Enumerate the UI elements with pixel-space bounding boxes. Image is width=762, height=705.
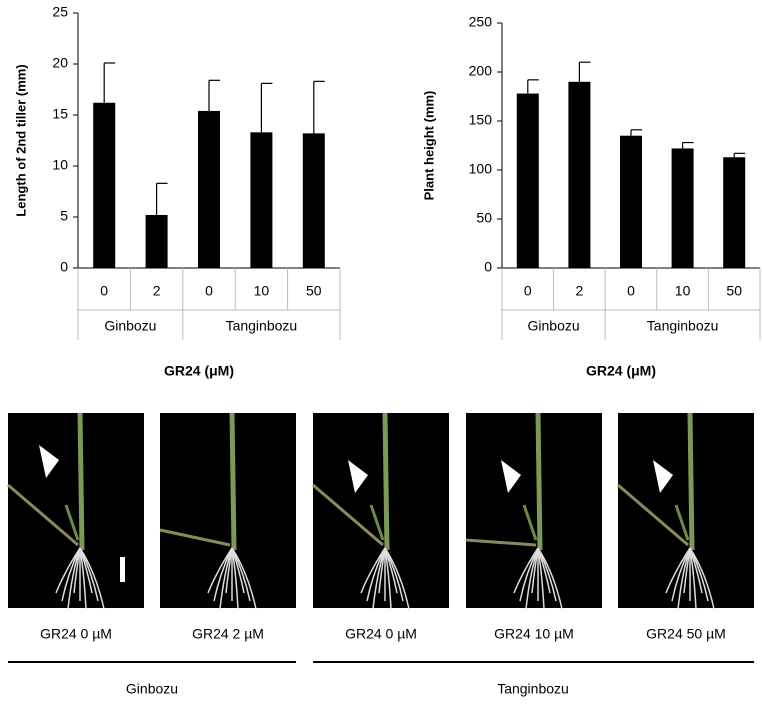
photo-caption: GR24 0 µM: [345, 626, 417, 642]
arrowhead: [653, 460, 673, 493]
y-tick-label: 15: [52, 106, 68, 122]
x-tick-label: 10: [675, 283, 691, 299]
y-tick-label: 25: [52, 4, 68, 20]
group-label: Ginbozu: [528, 318, 580, 334]
root: [231, 547, 257, 610]
bar: [93, 102, 116, 268]
leaf: [312, 483, 384, 547]
x-tick-label: 0: [627, 283, 635, 299]
tiller: [674, 504, 690, 541]
stem: [687, 412, 695, 551]
bar: [250, 132, 273, 268]
x-tick-label: 2: [576, 283, 584, 299]
root: [689, 547, 715, 610]
stem: [535, 412, 543, 551]
x-tick-label: 0: [524, 283, 532, 299]
x-axis-label: GR24 (μM): [586, 363, 656, 379]
photo-caption: GR24 2 µM: [192, 626, 264, 642]
bar: [568, 81, 591, 268]
bar: [516, 93, 539, 268]
bar: [198, 110, 220, 268]
y-tick-label: 250: [469, 14, 493, 30]
tiller: [64, 504, 80, 541]
y-tick-label: 20: [52, 55, 68, 71]
arrowhead: [39, 445, 59, 478]
scale-bar: [120, 557, 125, 582]
root: [384, 547, 410, 610]
x-axis-label: GR24 (μM): [164, 363, 234, 379]
x-tick-label: 10: [254, 283, 270, 299]
tiller: [522, 504, 538, 541]
y-tick-label: 5: [60, 208, 68, 224]
y-tick-label: 100: [469, 161, 493, 177]
bar: [145, 214, 168, 268]
y-tick-label: 10: [52, 157, 68, 173]
y-tick-label: 50: [476, 210, 492, 226]
root: [79, 547, 105, 610]
bar: [620, 135, 642, 268]
y-axis-label: Length of 2nd tiller (mm): [13, 64, 28, 216]
root: [537, 547, 563, 610]
leaf: [617, 483, 689, 547]
tiller: [369, 504, 385, 541]
leaf: [7, 483, 79, 547]
arrowhead: [348, 460, 368, 493]
group-label: Tanginbozu: [647, 318, 719, 334]
stem: [229, 412, 237, 551]
stem: [382, 412, 390, 551]
y-axis-label: Plant height (mm): [421, 91, 436, 201]
y-tick-label: 0: [60, 259, 68, 275]
stem: [77, 412, 85, 551]
photo-group-label: Ginbozu: [126, 681, 178, 697]
photo-caption: GR24 10 µM: [494, 626, 574, 642]
group-label: Tanginbozu: [226, 318, 298, 334]
bar: [302, 133, 325, 268]
arrowhead: [501, 460, 521, 493]
photo-caption: GR24 50 µM: [646, 626, 726, 642]
x-tick-label: 2: [153, 283, 161, 299]
bar: [723, 157, 746, 268]
leaf: [465, 538, 537, 547]
y-tick-label: 150: [469, 112, 493, 128]
y-tick-label: 0: [484, 259, 492, 275]
leaf: [159, 528, 231, 547]
group-label: Ginbozu: [104, 318, 156, 334]
photo-caption: GR24 0 µM: [40, 626, 112, 642]
y-tick-label: 200: [469, 63, 493, 79]
x-tick-label: 50: [726, 283, 742, 299]
x-tick-label: 0: [205, 283, 213, 299]
bar: [671, 148, 694, 268]
x-tick-label: 50: [306, 283, 322, 299]
x-tick-label: 0: [100, 283, 108, 299]
photo-group-label: Tanginbozu: [497, 681, 569, 697]
